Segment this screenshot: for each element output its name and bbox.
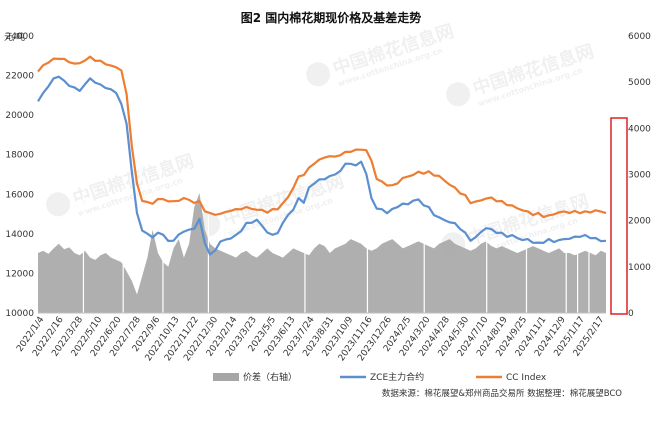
y-right-tick-label: 3000 (628, 171, 651, 181)
y-right-tick-label: 5000 (628, 78, 651, 88)
legend-label: CC Index (506, 373, 547, 383)
watermark-logo-icon (306, 62, 331, 87)
legend-label: ZCE主力合约 (370, 371, 424, 383)
cc-index-line (37, 55, 607, 219)
y-right-tick-label: 6000 (628, 32, 651, 42)
legend-label: 价差（右轴） (243, 371, 297, 383)
y-left-tick-label: 16000 (5, 190, 34, 200)
y-axis-unit-label: 元/吨 (4, 31, 25, 43)
y-right-tick-label: 4000 (628, 124, 651, 134)
y-left-tick-label: 14000 (5, 230, 34, 240)
y-right-tick-label: 0 (628, 309, 634, 319)
legend: 价差（右轴） ZCE主力合约 CC Index (213, 371, 547, 383)
y-left-tick-label: 10000 (5, 309, 34, 319)
source-note: 数据来源：棉花展望&郑州商品交易所 数据整理：棉花展望BCO (382, 388, 622, 399)
y-left-tick-label: 12000 (5, 269, 34, 279)
right-axis-highlight-box (610, 117, 628, 315)
y-right-tick-label: 1000 (628, 263, 651, 273)
y-right-tick-label: 2000 (628, 217, 651, 227)
y-left-tick-label: 18000 (5, 151, 34, 161)
legend-swatch-basis (213, 373, 239, 381)
chart-title: 图2 国内棉花期现价格及基差走势 (241, 10, 422, 25)
basis-area (38, 193, 606, 313)
zce-main-contract-line (37, 75, 607, 256)
y-left-tick-label: 22000 (5, 72, 34, 82)
watermark-logo-icon (46, 192, 71, 217)
watermark-layer: 中国棉花信息网www.cottonchina.org.cn中国棉花信息网www.… (46, 20, 597, 258)
basis-area-layer (38, 186, 606, 313)
y-left-tick-label: 24000 (5, 32, 34, 42)
watermark-logo-icon (446, 82, 471, 107)
price-lines-layer (37, 55, 607, 256)
y-left-tick-label: 20000 (5, 111, 34, 121)
